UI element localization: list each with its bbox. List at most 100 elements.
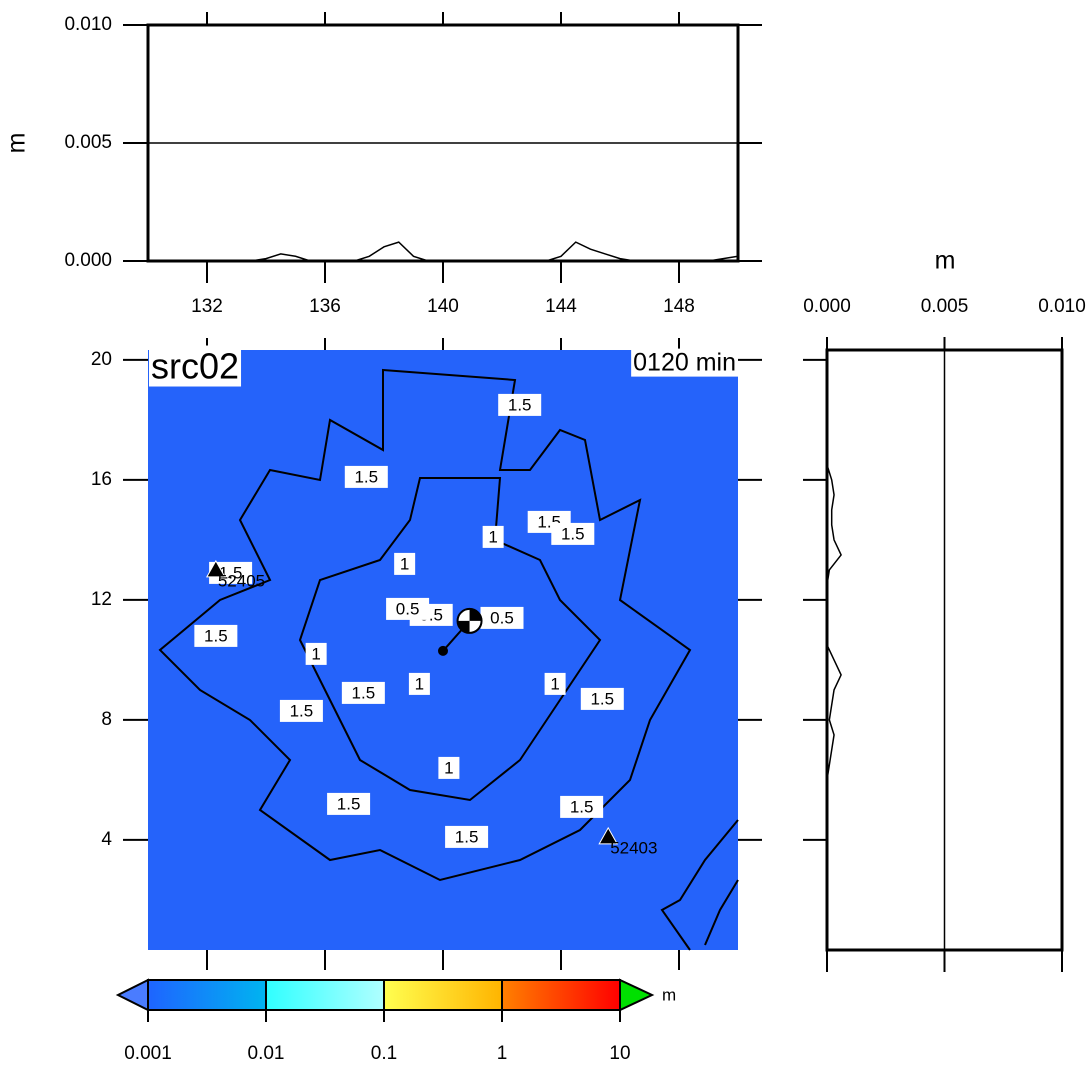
contour-label: 1 — [408, 672, 430, 695]
contour-label-text: 1 — [311, 644, 320, 663]
contour-label-text: 1 — [488, 527, 497, 546]
contour-label-text: 1 — [444, 758, 453, 777]
y-tick-label: 0.005 — [64, 132, 112, 153]
profile-line — [826, 359, 842, 930]
contour-label: 1 — [305, 642, 327, 665]
contour-label: 1.5 — [580, 687, 624, 710]
colorbar-tick-label: 0.1 — [371, 1043, 397, 1064]
contour-label-text: 1.5 — [337, 794, 361, 813]
contour-label-text: 1.5 — [354, 467, 378, 486]
contour-line — [158, 368, 692, 882]
colorbar-segment — [384, 980, 502, 1010]
contour-label: 1 — [394, 552, 416, 575]
contour-label-text: 1.5 — [204, 626, 228, 645]
colorbar-tick-label: 0.001 — [124, 1043, 172, 1064]
source-point — [438, 645, 448, 656]
map-title: src02 — [151, 346, 239, 387]
x-tick-label: 0.000 — [803, 296, 851, 317]
contour-label-box — [344, 465, 388, 488]
station-marker — [205, 559, 226, 578]
beachball — [456, 607, 483, 634]
contour-label-box — [544, 672, 566, 695]
label-box — [149, 345, 242, 387]
contour-label-box — [386, 597, 430, 620]
colorbar-segment — [502, 980, 620, 1010]
contour-label-box — [438, 756, 460, 779]
contour-label: 1.5 — [327, 792, 371, 815]
x-tick-label: 140 — [427, 296, 459, 317]
x-tick-label: 144 — [545, 296, 577, 317]
contour-label-text: 1.5 — [590, 689, 614, 708]
station-label: 52405 — [218, 571, 265, 590]
colorbar-tick-label: 0.01 — [248, 1043, 285, 1064]
coastline — [660, 819, 739, 951]
x-tick-label: 132 — [191, 296, 223, 317]
contour-label-text: 1 — [550, 674, 559, 693]
y-tick-label: 20 — [91, 349, 112, 370]
contour-label: 1.5 — [279, 699, 323, 722]
contour-label: 1.5 — [344, 465, 388, 488]
contour-label-text: 1.5 — [570, 797, 594, 816]
beachball-quadrant — [457, 620, 470, 633]
contour-label: 1.5 — [194, 624, 238, 647]
x-tick-label: 136 — [309, 296, 341, 317]
contour-label-text: 1.5 — [219, 563, 243, 582]
contour-label: 0.5 — [386, 597, 430, 620]
y-tick-label: 0.000 — [64, 250, 112, 271]
colorbar-tick-label: 1 — [497, 1043, 508, 1064]
contour-label-text: 1 — [415, 674, 424, 693]
station-marker — [598, 826, 619, 845]
contour-label: 1.5 — [341, 681, 385, 704]
contour-label-box — [482, 525, 504, 548]
contour-label-text: 1 — [400, 554, 409, 573]
colorbar-segment — [148, 980, 266, 1010]
colorbar-extend-high — [619, 978, 655, 1012]
contour-label-box — [408, 672, 430, 695]
contour-label: 1.5 — [445, 825, 489, 848]
contour-label-box — [560, 795, 604, 818]
contour-label-box — [498, 393, 542, 416]
time-annotation: 0120 min — [633, 349, 736, 377]
contour-label-box — [194, 624, 238, 647]
contour-label-text: 1.5 — [352, 683, 376, 702]
x-tick-label: 0.010 — [1038, 296, 1086, 317]
y-tick-label: 8 — [101, 709, 112, 730]
contour-label-box — [327, 792, 371, 815]
contour-label: 1.5 — [551, 522, 595, 545]
contour-label-box — [305, 642, 327, 665]
contour-label-box — [551, 522, 595, 545]
x-axis-label: m — [935, 247, 956, 275]
colorbar-tick-label: 10 — [609, 1043, 630, 1064]
contour-label-text: 1.5 — [508, 395, 532, 414]
colorbar-segment — [266, 980, 384, 1010]
y-tick-label: 12 — [91, 589, 112, 610]
contour-label: 1 — [544, 672, 566, 695]
contour-label-box — [580, 687, 624, 710]
beachball-quadrant — [469, 608, 482, 621]
contour-label-box — [480, 606, 524, 629]
y-tick-label: 4 — [101, 829, 112, 850]
contour-label: 0.5 — [480, 606, 524, 629]
contour-line — [298, 477, 602, 802]
contour-label-text: 1.5 — [561, 524, 585, 543]
y-tick-label: 16 — [91, 469, 112, 490]
contour-label-text: 0.5 — [396, 599, 420, 618]
contour-label-box — [394, 552, 416, 575]
label-box — [631, 348, 738, 377]
contours — [158, 368, 739, 951]
y-axis-label: m — [3, 133, 31, 154]
contour-label: 1 — [482, 525, 504, 548]
contour-label-text: 1.5 — [290, 701, 314, 720]
contour-label-box — [445, 825, 489, 848]
contour-label-text: 0.5 — [490, 608, 514, 627]
contour-label: 1.5 — [560, 795, 604, 818]
colorbar-extend-low — [115, 978, 149, 1012]
station-label: 52403 — [610, 838, 657, 857]
y-tick-label: 0.010 — [64, 14, 112, 35]
contour-label: 1 — [438, 756, 460, 779]
waveform-line — [148, 241, 739, 262]
contour-label-box — [279, 699, 323, 722]
contour-label-text: 1.5 — [455, 827, 479, 846]
